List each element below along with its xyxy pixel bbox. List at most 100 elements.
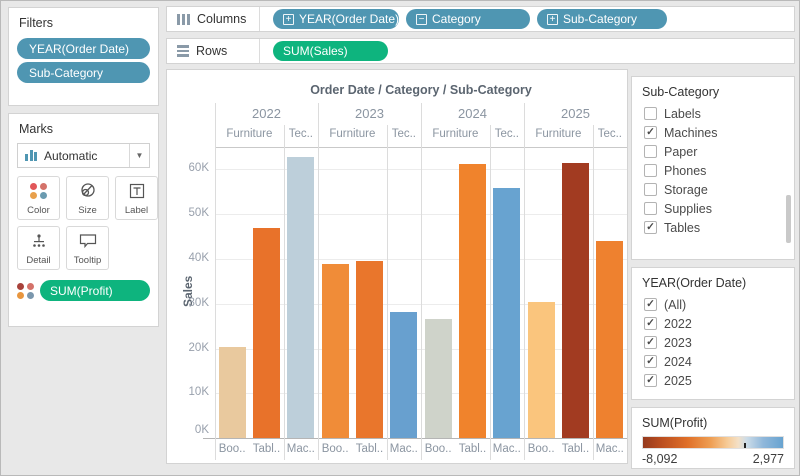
bar-2025-mac[interactable] bbox=[596, 241, 623, 438]
bar-2023-mac[interactable] bbox=[390, 312, 417, 438]
x-label-boo: Boo.. bbox=[215, 443, 249, 455]
bar-2024-tabl[interactable] bbox=[459, 164, 486, 438]
bar-2025-tabl[interactable] bbox=[562, 163, 589, 438]
category-header-tec: Tec.. bbox=[491, 128, 523, 140]
profit-color-gradient[interactable] bbox=[642, 436, 784, 449]
marks-button-label: Size bbox=[78, 205, 96, 216]
year-item-all[interactable]: ✓ (All) bbox=[632, 295, 794, 314]
checkbox-checked[interactable]: ✓ bbox=[644, 298, 657, 311]
bar-2023-boo[interactable] bbox=[322, 264, 349, 438]
checkbox-checked[interactable]: ✓ bbox=[644, 374, 657, 387]
pane-divider-category bbox=[490, 125, 491, 460]
checkbox-checked[interactable]: ✓ bbox=[644, 336, 657, 349]
subcategory-item-labels[interactable]: Labels bbox=[632, 104, 794, 123]
bar-2025-boo[interactable] bbox=[528, 302, 555, 438]
bar-2024-boo[interactable] bbox=[425, 319, 452, 438]
scrollbar-thumb[interactable] bbox=[786, 195, 791, 243]
y-tick-10K: 10K bbox=[175, 386, 209, 398]
pill-label: YEAR(Order Date) bbox=[299, 12, 399, 26]
marks-button-size[interactable]: Size bbox=[66, 176, 109, 220]
year-item-2023[interactable]: ✓2023 bbox=[632, 333, 794, 352]
detail-tree-icon bbox=[31, 227, 47, 255]
checkbox-label: 2024 bbox=[664, 355, 692, 369]
year-header-2025: 2025 bbox=[524, 106, 627, 121]
year-item-2025[interactable]: ✓ 2025 bbox=[632, 371, 794, 390]
bar-2022-boo[interactable] bbox=[219, 347, 246, 438]
marks-button-label: Detail bbox=[26, 255, 50, 266]
year-filter-title: YEAR(Order Date) bbox=[632, 268, 794, 295]
subcategory-filter-list: Labels✓Machines Paper PhonesStorage Supplie… bbox=[632, 104, 794, 237]
checkbox-checked[interactable]: ✓ bbox=[644, 221, 657, 234]
rows-pill-list: SUM(Sales) bbox=[260, 41, 388, 61]
profit-encoding-pill[interactable]: SUM(Profit) bbox=[40, 280, 150, 301]
collapse-icon[interactable]: − bbox=[416, 14, 427, 25]
bar-2022-mac[interactable] bbox=[287, 157, 314, 438]
checkbox-unchecked[interactable] bbox=[644, 107, 657, 120]
x-label-mac: Mac.. bbox=[490, 443, 524, 455]
columns-shelf-label-zone: Columns bbox=[167, 7, 260, 31]
filters-card: Filters YEAR(Order Date)Sub-Category bbox=[8, 7, 159, 106]
year-item-2024[interactable]: ✓ 2024 bbox=[632, 352, 794, 371]
expand-icon[interactable]: + bbox=[547, 14, 558, 25]
x-label-tabl: Tabl.. bbox=[455, 443, 489, 455]
marks-button-label[interactable]: Label bbox=[115, 176, 158, 220]
columns-pill-list: + YEAR(Order Date) −Category +Sub-Category bbox=[260, 9, 667, 29]
checkbox-checked[interactable]: ✓ bbox=[644, 355, 657, 368]
year-header-2024: 2024 bbox=[421, 106, 524, 121]
chart-area: Order Date / Category / Sub-Category Sal… bbox=[166, 69, 628, 464]
year-filter-list: ✓(All)✓2022✓2023✓2024✓2025 bbox=[632, 295, 794, 390]
tableau-window: { "colors": { "pill_blue": "#4f96b2", "p… bbox=[0, 0, 800, 476]
category-header-furniture: Furniture bbox=[422, 128, 489, 140]
category-header-tec: Tec.. bbox=[388, 128, 420, 140]
columns-pill-category[interactable]: −Category bbox=[406, 9, 530, 29]
checkbox-checked[interactable]: ✓ bbox=[644, 126, 657, 139]
checkbox-label: Supplies bbox=[664, 202, 712, 216]
marks-button-detail[interactable]: Detail bbox=[17, 226, 60, 270]
bar-2023-tabl[interactable] bbox=[356, 261, 383, 438]
marks-button-color[interactable]: Color bbox=[17, 176, 60, 220]
subcategory-item-storage[interactable]: Storage bbox=[632, 180, 794, 199]
checkbox-label: 2022 bbox=[664, 317, 692, 331]
checkbox-unchecked[interactable] bbox=[644, 183, 657, 196]
checkbox-label: (All) bbox=[664, 298, 686, 312]
expand-icon[interactable]: + bbox=[283, 14, 294, 25]
filter-pill-year-order-date-[interactable]: YEAR(Order Date) bbox=[17, 38, 150, 59]
subcategory-item-phones[interactable]: Phones bbox=[632, 161, 794, 180]
plot-region: 0K10K20K30K40K50K60K2022FurnitureBoo..Ta… bbox=[167, 70, 627, 463]
filter-pill-sub-category[interactable]: Sub-Category bbox=[17, 62, 150, 83]
y-tick-40K: 40K bbox=[175, 252, 209, 264]
rows-icon bbox=[177, 45, 189, 57]
checkbox-label: Paper bbox=[664, 145, 697, 159]
checkbox-checked[interactable]: ✓ bbox=[644, 317, 657, 330]
rows-shelf-label: Rows bbox=[196, 44, 227, 58]
subcategory-filter-title: Sub-Category bbox=[632, 77, 794, 104]
subcategory-item-machines[interactable]: ✓Machines bbox=[632, 123, 794, 142]
columns-pill-year-order-date-[interactable]: + YEAR(Order Date) bbox=[273, 9, 399, 29]
checkbox-label: 2025 bbox=[664, 374, 692, 388]
pane-divider-year bbox=[215, 103, 216, 460]
subcategory-item-supplies[interactable]: Supplies bbox=[632, 199, 794, 218]
subcategory-item-tables[interactable]: ✓Tables bbox=[632, 218, 794, 237]
subcategory-item-paper[interactable]: Paper bbox=[632, 142, 794, 161]
x-label-tabl: Tabl.. bbox=[352, 443, 386, 455]
size-circles-icon bbox=[79, 177, 97, 205]
y-tick-30K: 30K bbox=[175, 297, 209, 309]
mark-type-dropdown[interactable]: Automatic ▼ bbox=[17, 143, 150, 168]
year-item-2022[interactable]: ✓ 2022 bbox=[632, 314, 794, 333]
pane-divider-category bbox=[284, 125, 285, 460]
profit-encoding-pill-label: SUM(Profit) bbox=[50, 284, 113, 298]
bar-2022-tabl[interactable] bbox=[253, 228, 280, 438]
category-header-furniture: Furniture bbox=[319, 128, 386, 140]
checkbox-unchecked[interactable] bbox=[644, 145, 657, 158]
chevron-down-icon[interactable]: ▼ bbox=[129, 144, 149, 167]
profit-max-label: 2,977 bbox=[753, 452, 784, 466]
checkbox-unchecked[interactable] bbox=[644, 164, 657, 177]
rows-pill-sum-sales-[interactable]: SUM(Sales) bbox=[273, 41, 388, 61]
marks-button-tooltip[interactable]: Tooltip bbox=[66, 226, 109, 270]
x-label-mac: Mac.. bbox=[387, 443, 421, 455]
tooltip-bubble-icon bbox=[79, 227, 97, 255]
checkbox-unchecked[interactable] bbox=[644, 202, 657, 215]
bar-2024-mac[interactable] bbox=[493, 188, 520, 438]
pane-divider-category bbox=[387, 125, 388, 460]
columns-pill-sub-category[interactable]: +Sub-Category bbox=[537, 9, 667, 29]
